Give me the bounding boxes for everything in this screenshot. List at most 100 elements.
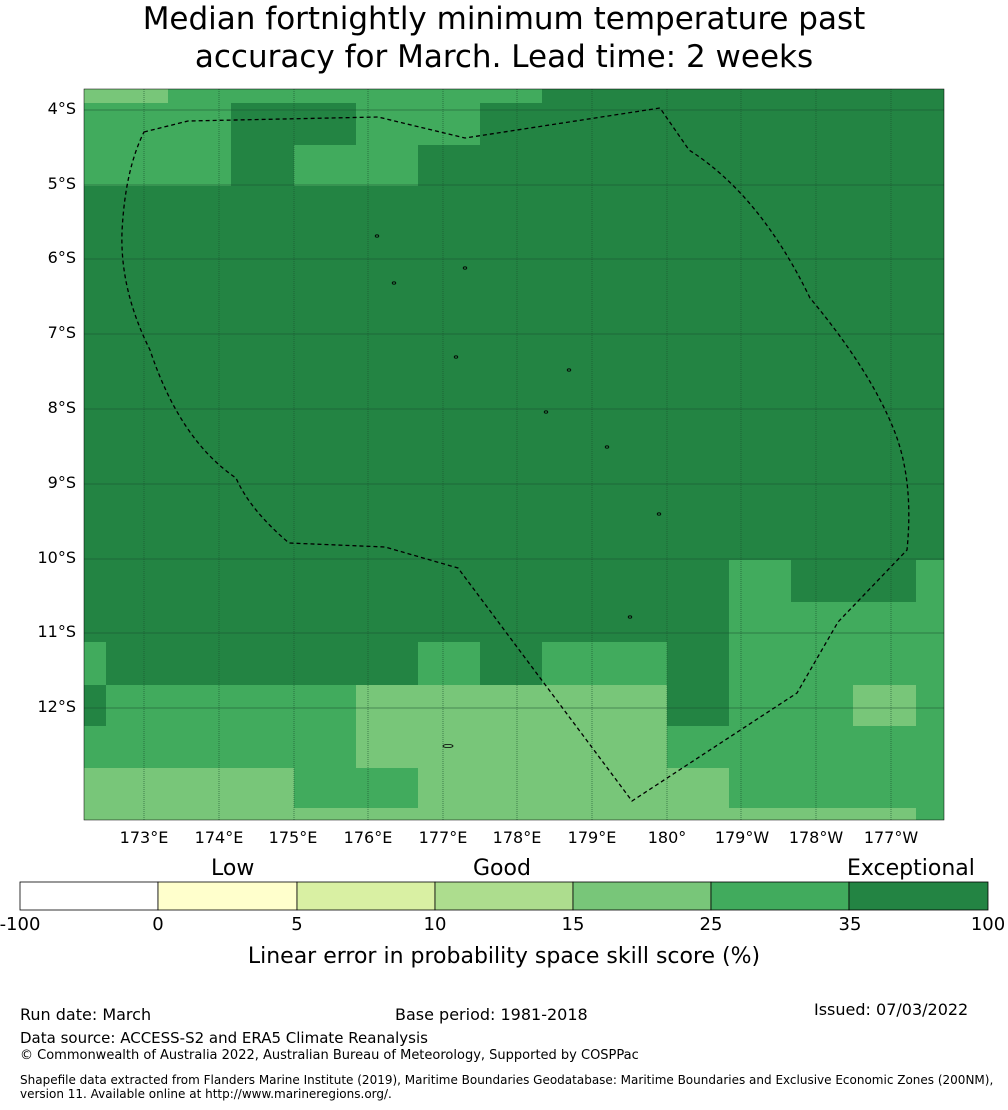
lon-label: 180° [647,828,687,847]
grid-cell [231,685,294,726]
islands [374,234,662,749]
grid-cell [853,103,916,145]
grid-cell [604,186,667,685]
grid-cell [84,768,106,808]
grid-cell [667,186,729,685]
grid-cell [294,89,356,103]
grid-cell [791,808,853,820]
grid-cell [542,145,604,186]
grid-cell [168,89,231,103]
graticule [84,89,944,820]
grid-cell [106,103,168,145]
grid-cell [480,726,542,768]
grid-cell [480,768,542,808]
grid-cell [356,186,418,685]
grid-cell [667,768,729,808]
lat-label: 8°S [47,398,76,417]
grid-cell [231,726,294,768]
grid-cell [791,145,853,186]
grid-cell [791,89,853,103]
island [627,615,633,619]
grid-cell [729,726,791,768]
grid-cell [231,145,294,186]
grid-cell [791,103,853,145]
grid-cell [667,685,729,726]
colorbar-category-exceptional: Exceptional [847,856,975,881]
island [453,355,459,359]
map-frame [83,88,945,821]
colorbar-tick: -100 [0,914,41,935]
colorbar-swatch [296,881,436,911]
grid-cell [480,685,542,726]
grid-cell [168,768,231,808]
grid-cell [168,808,231,820]
grid-cell [84,726,106,768]
colorbar [19,881,989,911]
lat-label: 6°S [47,248,76,267]
grid-cell [853,726,916,768]
grid-cell [231,186,294,685]
grid-cell [480,103,542,145]
eez-boundary [121,107,910,802]
grid-cell [84,89,106,103]
island [604,445,610,449]
lat-label: 11°S [37,622,76,641]
grid-cell [418,642,480,685]
colorbar-tick: 10 [423,914,447,935]
grid-cell [853,145,916,186]
grid-cell [791,768,853,808]
grid-cell [168,685,231,726]
grid-cell [916,768,944,808]
colorbar-tick: 0 [152,914,164,935]
grid-cell [418,89,480,103]
grid-cell [853,685,916,726]
grid-cell [916,726,944,768]
grid-cell [791,726,853,768]
grid-cell [604,89,667,103]
grid-cell [418,103,480,145]
grid-cell [356,726,418,768]
grid-cell [853,186,916,685]
grid-cell [418,808,480,820]
grid-cell [791,602,916,685]
grid-cell [294,145,356,186]
grid-cell [542,768,604,808]
grid-cell [84,145,106,186]
grid-cell [84,186,106,685]
grid-cell [916,145,944,186]
island [656,512,662,516]
grid-cell [542,103,604,145]
grid-cell [84,642,106,685]
grid-cell [729,560,791,685]
grid-cell [356,145,418,186]
grid-cell [667,808,729,820]
lat-label: 9°S [47,473,76,492]
grid-cell [418,726,480,768]
grid-cell [667,145,729,186]
lat-label: 5°S [47,174,76,193]
grid-cell [916,103,944,145]
grid-cell [604,145,667,186]
colorbar-tick: 35 [838,914,862,935]
colorbar-tick: 25 [699,914,723,935]
grid-cell [418,768,480,808]
colorbar-tick: 5 [291,914,303,935]
grid-cell [84,808,106,820]
colorbar-category-low: Low [211,856,255,881]
lon-label: 177°E [418,828,468,847]
grid-cell [667,89,729,103]
grid-cell [418,685,480,726]
island [374,234,380,238]
grid-cell [853,768,916,808]
grid-cell [542,808,604,820]
skill-grid [84,89,944,820]
grid-cell [106,768,168,808]
lon-label: 178°E [492,828,542,847]
grid-cell [791,186,853,685]
grid-cell [604,768,667,808]
grid-cell [542,186,604,685]
island [462,266,468,270]
colorbar-swatch [710,881,850,911]
colorbar-swatch [157,881,298,911]
